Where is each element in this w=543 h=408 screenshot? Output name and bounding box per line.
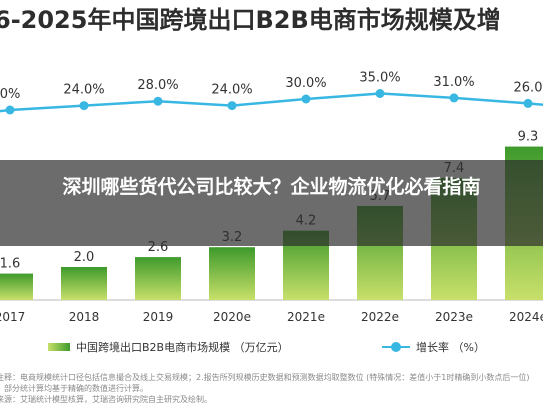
x-ticks-layer: 2017 2018 2019 2020e 2021e 2022e 2023e 2024e	[0, 310, 543, 324]
legend-item-bar: 中国跨境出口B2B电商市场规模 （万亿元）	[48, 339, 289, 355]
growth-rate-line	[0, 92, 543, 113]
x-tick-2024e: 2024e	[509, 310, 543, 324]
bar-2020e	[209, 247, 255, 300]
line-layer	[0, 89, 543, 115]
bar-label-2017: 1.6	[0, 257, 20, 272]
growth-label-2020e: 24.0%	[211, 83, 252, 98]
overlay-headline[interactable]: 深圳哪些货代公司比较大？企业物流优化必看指南	[62, 176, 481, 198]
x-tick-2018: 2018	[69, 310, 100, 324]
growth-point-2019	[153, 96, 163, 106]
bar-2018	[61, 267, 107, 300]
bar-2017	[0, 273, 33, 300]
note-line-2: ，部分统计算均基于精确的数值进行计算。	[0, 384, 148, 393]
legend-bar-swatch	[48, 343, 70, 351]
x-tick-2020e: 2020e	[213, 310, 251, 324]
growth-point-2017	[5, 105, 15, 115]
chart-title: 6-2025年中国跨境出口B2B电商市场规模及增	[0, 6, 501, 34]
growth-point-2020e	[227, 101, 237, 111]
growth-point-2024e	[523, 98, 533, 108]
line-labels-layer: 0% 24.0% 28.0% 24.0% 30.0% 35.0% 31.0% 26.0	[0, 71, 542, 103]
x-tick-2019: 2019	[143, 310, 174, 324]
legend-line-label: 增长率 （%）	[416, 341, 485, 354]
growth-label-2024e: 26.0	[514, 80, 543, 95]
growth-point-2021e	[301, 94, 311, 104]
bar-2019	[135, 257, 181, 300]
growth-label-2022e: 35.0%	[359, 71, 400, 86]
growth-label-2017: 0%	[0, 87, 20, 102]
note-line-3: 来源：艾瑞统计模型核算，艾瑞咨询研究院自主研究及绘制。	[0, 395, 212, 404]
growth-point-2022e	[375, 89, 385, 98]
overlay-banner	[0, 160, 543, 246]
source-notes: 注释：电商规模统计口径包括信息撮合及线上交易规模；2.报告所列规模历史数据和预测…	[0, 372, 543, 405]
growth-point-2023e	[449, 93, 459, 103]
note-line-1: 注释：电商规模统计口径包括信息撮合及线上交易规模；2.报告所列规模历史数据和预测…	[0, 373, 530, 382]
legend-bar-label: 中国跨境出口B2B电商市场规模 （万亿元）	[76, 341, 289, 354]
legend-item-line: 增长率 （%）	[382, 339, 485, 355]
x-tick-2022e: 2022e	[361, 310, 399, 324]
legend-line-swatch	[382, 342, 410, 352]
growth-label-2019: 28.0%	[137, 78, 178, 93]
bar-label-2024e: 9.3	[518, 130, 539, 145]
growth-point-2018	[79, 101, 89, 111]
x-tick-2021e: 2021e	[287, 310, 325, 324]
growth-label-2018: 24.0%	[63, 83, 104, 98]
growth-label-2021e: 30.0%	[285, 76, 326, 91]
bar-label-2018: 2.0	[74, 250, 95, 265]
x-tick-2017: 2017	[0, 310, 25, 324]
growth-label-2023e: 31.0%	[433, 75, 474, 90]
x-tick-2023e: 2023e	[435, 310, 473, 324]
